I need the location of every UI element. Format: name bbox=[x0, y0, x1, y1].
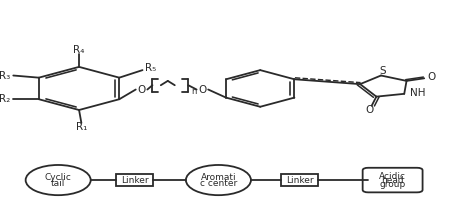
Text: O: O bbox=[365, 104, 374, 115]
Text: Acidic: Acidic bbox=[379, 172, 406, 181]
Text: group: group bbox=[380, 180, 406, 189]
Text: R₁: R₁ bbox=[76, 122, 87, 132]
Text: c center: c center bbox=[200, 179, 237, 188]
Text: head: head bbox=[381, 176, 404, 185]
Text: n: n bbox=[191, 87, 197, 96]
Text: O: O bbox=[198, 84, 206, 95]
Text: O: O bbox=[137, 84, 146, 95]
Text: NH: NH bbox=[410, 88, 426, 98]
Text: Linker: Linker bbox=[286, 176, 313, 185]
Text: O: O bbox=[427, 72, 435, 82]
Text: R₃: R₃ bbox=[0, 70, 10, 81]
Text: Aromati: Aromati bbox=[201, 173, 236, 182]
Text: tail: tail bbox=[51, 179, 65, 188]
Text: R₅: R₅ bbox=[145, 63, 156, 73]
Text: R₄: R₄ bbox=[73, 45, 85, 55]
Text: S: S bbox=[380, 66, 386, 76]
Text: Cyclic: Cyclic bbox=[45, 173, 72, 182]
FancyBboxPatch shape bbox=[116, 174, 154, 186]
Text: R₂: R₂ bbox=[0, 94, 10, 104]
FancyBboxPatch shape bbox=[363, 168, 423, 192]
FancyBboxPatch shape bbox=[281, 174, 318, 186]
Text: Linker: Linker bbox=[121, 176, 149, 185]
